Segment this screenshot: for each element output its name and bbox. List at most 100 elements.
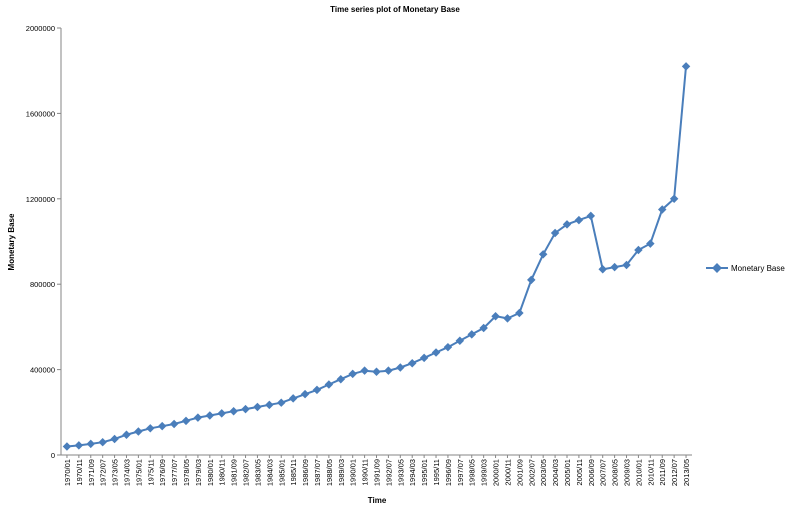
x-tick-label: 1977/07 — [170, 459, 179, 486]
x-tick-label: 1996/09 — [444, 459, 453, 486]
data-point — [300, 389, 310, 399]
x-tick-label: 2002/07 — [527, 459, 536, 486]
data-point — [431, 348, 441, 357]
x-tick-label: 1974/03 — [122, 459, 131, 486]
x-tick-label: 1975/11 — [146, 459, 155, 486]
legend-label: Monetary Base — [731, 264, 785, 273]
y-tick-label: 2000000 — [26, 24, 55, 33]
x-tick-label: 1988/05 — [325, 459, 334, 486]
x-tick-label: 2005/01 — [563, 459, 572, 486]
x-tick-label: 1993/05 — [396, 459, 405, 486]
data-point — [288, 394, 298, 403]
data-point — [538, 250, 548, 259]
x-tick-label: 2005/11 — [575, 459, 584, 486]
x-tick-label: 2011/09 — [658, 459, 667, 486]
x-tick-label: 1987/07 — [313, 459, 322, 486]
x-tick-label: 1980/01 — [206, 459, 215, 486]
x-tick-label: 1985/01 — [277, 459, 286, 486]
data-point — [205, 411, 215, 420]
x-tick-label: 2000/01 — [492, 459, 501, 486]
data-point — [312, 385, 322, 395]
data-point — [253, 402, 262, 412]
x-tick-label: 1981/09 — [230, 459, 239, 486]
y-tick-label: 1600000 — [26, 109, 55, 118]
x-tick-label: 1978/05 — [182, 459, 191, 486]
data-point — [610, 262, 619, 272]
data-point — [146, 424, 155, 433]
data-point — [598, 265, 607, 274]
data-point — [169, 419, 179, 429]
y-axis-title: Monetary Base — [7, 213, 16, 270]
data-point — [74, 441, 84, 450]
x-axis-title: Time — [368, 496, 387, 505]
x-tick-label: 1975/01 — [134, 459, 143, 486]
data-point — [586, 211, 596, 221]
x-tick-label: 2010/01 — [634, 459, 643, 486]
x-tick-label: 1971/09 — [87, 459, 96, 486]
data-point — [98, 437, 107, 447]
x-tick-label: 2000/11 — [503, 459, 512, 486]
x-tick-label: 1973/05 — [111, 459, 120, 486]
x-tick-label: 1992/07 — [384, 459, 393, 486]
data-point — [134, 427, 143, 436]
x-tick-label: 1984/03 — [265, 459, 274, 486]
plot-area: 0 400000 800000 1200000 1600000 2000000 1970/0… — [26, 24, 692, 486]
data-point — [622, 260, 631, 270]
data-point — [515, 308, 524, 318]
data-point — [277, 398, 286, 407]
data-point — [574, 215, 584, 225]
x-tick-label: 1970/11 — [75, 459, 84, 486]
x-tick-label: 1990/11 — [361, 459, 370, 486]
data-point — [360, 366, 369, 375]
x-tick-label: 1986/09 — [301, 459, 310, 486]
data-point — [455, 336, 465, 346]
data-point — [86, 439, 96, 449]
x-tick-label: 1976/09 — [158, 459, 167, 486]
data-point — [265, 400, 274, 410]
data-point — [503, 314, 512, 323]
x-tick-label: 2013/05 — [682, 459, 691, 486]
x-tick-label: 1983/05 — [253, 459, 262, 486]
data-point — [157, 421, 167, 431]
data-point — [348, 369, 357, 379]
series-line — [66, 66, 687, 448]
x-tick-label: 2008/05 — [611, 459, 620, 486]
data-point — [193, 413, 203, 422]
data-point — [646, 239, 655, 248]
data-point — [372, 367, 381, 376]
y-tick-label: 0 — [51, 451, 55, 460]
y-tick-label: 400000 — [30, 366, 55, 375]
x-tick-label: 2006/09 — [587, 459, 596, 486]
data-point — [384, 366, 393, 375]
x-tick-label: 1970/01 — [63, 459, 72, 486]
data-point — [491, 311, 500, 321]
x-tick-label: 1995/11 — [432, 459, 441, 486]
data-point — [229, 406, 238, 416]
legend-marker — [712, 263, 722, 273]
data-point — [527, 275, 536, 285]
x-tick-label: 1985/11 — [289, 459, 298, 486]
x-tick-label: 1991/09 — [373, 459, 382, 486]
data-point — [419, 353, 429, 363]
x-tick-label: 1980/11 — [218, 459, 227, 486]
data-point — [122, 430, 131, 439]
data-point — [217, 409, 226, 418]
x-tick-label: 2004/03 — [551, 459, 560, 486]
x-tick-label: 1997/07 — [456, 459, 465, 486]
data-point — [241, 404, 250, 414]
data-point — [467, 330, 476, 339]
data-point — [681, 62, 691, 71]
x-tick-label: 1999/03 — [480, 459, 489, 486]
x-tick-label: 1998/05 — [468, 459, 477, 486]
x-tick-label: 2012/07 — [670, 459, 679, 486]
chart-title: Time series plot of Monetary Base — [330, 5, 460, 14]
x-tick-label: 1995/01 — [420, 459, 429, 486]
x-tick-label: 2001/09 — [515, 459, 524, 486]
x-tick-label: 1994/03 — [408, 459, 417, 486]
data-point — [181, 416, 191, 426]
x-tick-label: 2009/03 — [623, 459, 632, 486]
x-tick-label: 2010/11 — [646, 459, 655, 486]
x-tick-label: 1979/03 — [194, 459, 203, 486]
data-point — [62, 442, 72, 451]
